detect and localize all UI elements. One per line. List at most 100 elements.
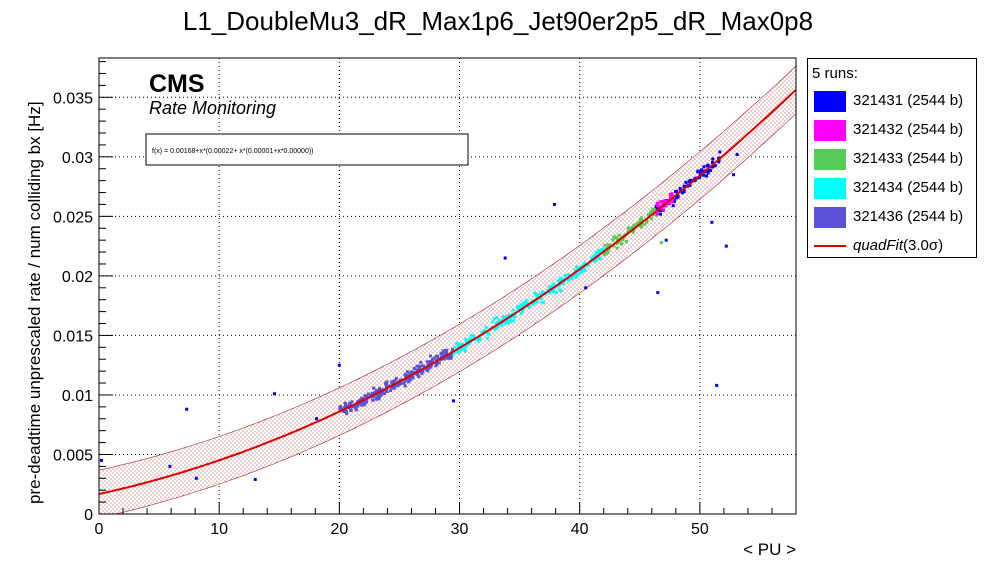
data-point <box>392 386 396 390</box>
data-point <box>397 382 401 386</box>
data-point <box>547 290 551 294</box>
data-point <box>711 157 715 161</box>
data-point <box>434 364 438 368</box>
data-point <box>491 320 495 324</box>
data-point-outlier <box>715 383 719 387</box>
data-point <box>342 410 346 414</box>
data-point <box>592 259 596 263</box>
data-point <box>582 261 586 265</box>
data-point <box>675 195 679 199</box>
data-point <box>599 249 603 253</box>
data-point <box>603 243 607 247</box>
data-point-outlier <box>710 220 714 224</box>
data-point <box>442 357 446 361</box>
legend-label: 321431 (2544 b) <box>853 92 964 109</box>
data-point <box>375 397 379 401</box>
data-point <box>354 408 358 412</box>
cms-label: CMS <box>149 70 205 98</box>
data-point-outlier <box>185 407 189 411</box>
data-point <box>415 368 419 372</box>
data-point <box>495 321 499 325</box>
data-point-outlier <box>664 238 668 242</box>
data-point <box>485 336 489 340</box>
data-point-outlier <box>584 286 588 290</box>
data-point <box>350 400 354 404</box>
data-point <box>464 344 468 348</box>
data-point <box>376 389 380 393</box>
data-point <box>445 348 449 352</box>
data-point <box>476 339 480 343</box>
data-point-outlier <box>452 399 456 403</box>
data-point <box>556 279 560 283</box>
data-point <box>552 282 556 286</box>
data-point <box>382 392 386 396</box>
legend: 5 runs: 321431 (2544 b) 321432 (2544 b) … <box>807 58 977 258</box>
data-point <box>718 150 722 154</box>
data-point-outlier <box>315 417 319 421</box>
data-point <box>704 174 708 178</box>
data-point <box>417 375 421 379</box>
data-point <box>710 160 714 164</box>
data-point <box>661 199 665 203</box>
data-point <box>360 403 364 407</box>
data-point <box>528 305 532 309</box>
data-point <box>657 204 661 208</box>
data-point <box>639 225 643 229</box>
data-point <box>702 165 706 169</box>
data-point <box>478 338 482 342</box>
data-point <box>513 314 517 318</box>
data-point <box>578 270 582 274</box>
data-point <box>651 209 655 213</box>
data-point <box>612 235 616 239</box>
legend-label: 321433 (2544 b) <box>853 150 964 167</box>
data-point <box>659 200 663 204</box>
data-point <box>426 369 430 373</box>
data-point <box>463 349 467 353</box>
data-point <box>403 379 407 383</box>
data-point <box>667 202 671 206</box>
data-point <box>655 201 659 205</box>
data-point <box>539 296 543 300</box>
data-point <box>652 213 656 217</box>
data-point <box>643 223 647 227</box>
data-point <box>372 394 376 398</box>
legend-swatch <box>814 91 846 112</box>
data-point <box>615 242 619 246</box>
data-point <box>418 366 422 370</box>
data-point <box>407 376 411 380</box>
data-point <box>639 218 643 222</box>
data-point <box>550 284 554 288</box>
data-point <box>378 393 382 397</box>
data-point <box>548 285 552 289</box>
data-point <box>652 207 656 211</box>
data-point <box>486 330 490 334</box>
data-point <box>377 397 381 401</box>
data-point-outlier <box>656 291 660 295</box>
legend-swatch <box>814 120 846 141</box>
x-tick-label: 40 <box>571 521 589 538</box>
data-point <box>456 343 460 347</box>
data-point <box>415 364 419 368</box>
data-point <box>574 274 578 278</box>
data-point <box>430 360 434 364</box>
data-point <box>541 290 545 294</box>
data-point <box>418 364 422 368</box>
data-point <box>501 315 505 319</box>
data-point <box>435 355 439 359</box>
data-point <box>389 389 393 393</box>
data-point <box>401 381 405 385</box>
data-point <box>495 326 499 330</box>
data-point <box>463 346 467 350</box>
data-point-outlier <box>168 464 172 468</box>
data-point <box>580 270 584 274</box>
y-tick-label: 0.01 <box>62 388 93 405</box>
legend-entry-fit: quadFit(3.0σ) <box>812 234 976 258</box>
data-point <box>455 341 459 345</box>
data-point <box>574 275 578 279</box>
data-point <box>621 238 625 242</box>
legend-entry-321436: 321436 (2544 b) <box>812 205 976 229</box>
plot-frame <box>98 57 797 515</box>
data-point <box>606 251 610 255</box>
data-point <box>521 301 525 305</box>
